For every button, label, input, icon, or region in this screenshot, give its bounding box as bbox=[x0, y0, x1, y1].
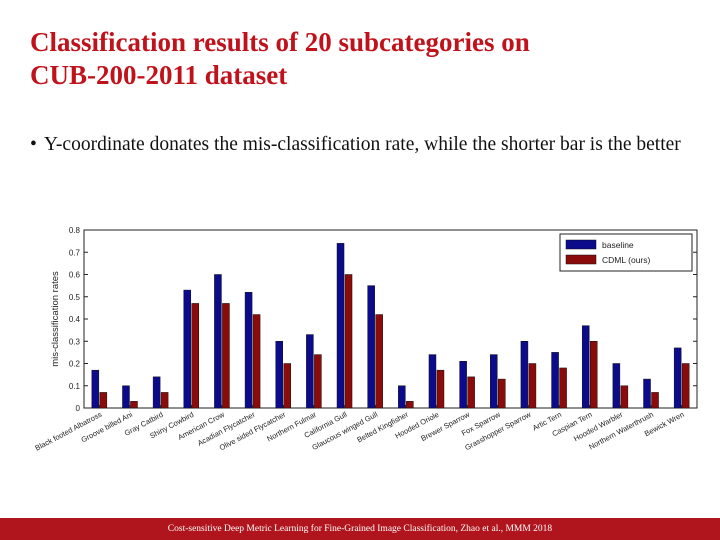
bar-baseline bbox=[490, 354, 498, 409]
bar-baseline bbox=[367, 285, 375, 409]
bar-baseline bbox=[520, 341, 529, 409]
bar-cdml bbox=[130, 401, 138, 409]
bullet-point: • Y-coordinate donates the mis-classific… bbox=[30, 131, 700, 158]
y-tick-label: 0.7 bbox=[69, 248, 81, 257]
bar-cdml bbox=[681, 363, 690, 409]
bar-baseline bbox=[643, 378, 651, 409]
bar-cdml bbox=[314, 354, 322, 409]
bullet-text: Y-coordinate donates the mis-classificat… bbox=[44, 134, 681, 155]
slide-title-line-1: Classification results of 20 subcategori… bbox=[30, 27, 530, 57]
bar-baseline bbox=[91, 369, 100, 409]
y-tick-label: 0 bbox=[76, 404, 81, 413]
footer-citation: Cost-sensitive Deep Metric Learning for … bbox=[167, 524, 553, 534]
bar-baseline bbox=[459, 361, 467, 409]
y-tick-label: 0.2 bbox=[69, 360, 81, 369]
y-tick-label: 0.5 bbox=[69, 293, 81, 302]
bar-baseline bbox=[244, 292, 253, 409]
bar-baseline bbox=[673, 347, 682, 409]
y-tick-label: 0.3 bbox=[69, 337, 81, 346]
bar-baseline bbox=[306, 334, 314, 409]
bar-baseline bbox=[551, 352, 559, 409]
legend-swatch bbox=[565, 239, 597, 250]
y-axis-label: mis-classification rates bbox=[50, 271, 61, 367]
bar-cdml bbox=[467, 376, 475, 409]
bar-baseline bbox=[122, 385, 130, 409]
bar-baseline bbox=[612, 363, 621, 409]
bar-baseline bbox=[214, 274, 222, 409]
bar-cdml bbox=[651, 392, 659, 409]
bar-cdml bbox=[222, 303, 230, 409]
bar-cdml bbox=[252, 314, 261, 409]
bar-cdml bbox=[436, 369, 445, 409]
bar-baseline bbox=[398, 385, 406, 409]
slide-title: Classification results of 20 subcategori… bbox=[30, 26, 690, 92]
y-tick-label: 0.8 bbox=[69, 226, 81, 235]
y-tick-label: 0.4 bbox=[69, 315, 81, 324]
bar-cdml bbox=[375, 314, 383, 409]
bar-baseline bbox=[275, 341, 283, 409]
slide-title-line-2: CUB-200-2011 dataset bbox=[30, 60, 288, 90]
bar-cdml bbox=[498, 378, 506, 409]
legend-label: baseline bbox=[602, 240, 634, 250]
y-tick-label: 0.1 bbox=[69, 382, 81, 391]
bar-cdml bbox=[99, 392, 108, 409]
bar-cdml bbox=[559, 367, 567, 409]
bar-cdml bbox=[406, 401, 414, 409]
y-tick-label: 0.6 bbox=[69, 271, 81, 280]
bar-baseline bbox=[428, 354, 437, 409]
bar-cdml bbox=[344, 274, 353, 409]
bar-cdml bbox=[589, 341, 598, 409]
bar-cdml bbox=[191, 303, 200, 409]
footer-bar: Cost-sensitive Deep Metric Learning for … bbox=[0, 518, 720, 540]
bar-cdml bbox=[283, 363, 291, 409]
legend-swatch bbox=[565, 254, 597, 265]
bar-baseline bbox=[581, 325, 590, 409]
bar-baseline bbox=[152, 376, 161, 409]
bar-cdml bbox=[620, 385, 629, 409]
bar-baseline bbox=[336, 243, 345, 409]
bar-baseline bbox=[183, 289, 192, 409]
bar-cdml bbox=[160, 392, 169, 409]
bullet-dot: • bbox=[30, 134, 37, 155]
legend-label: CDML (ours) bbox=[602, 255, 650, 265]
bar-cdml bbox=[528, 363, 537, 409]
